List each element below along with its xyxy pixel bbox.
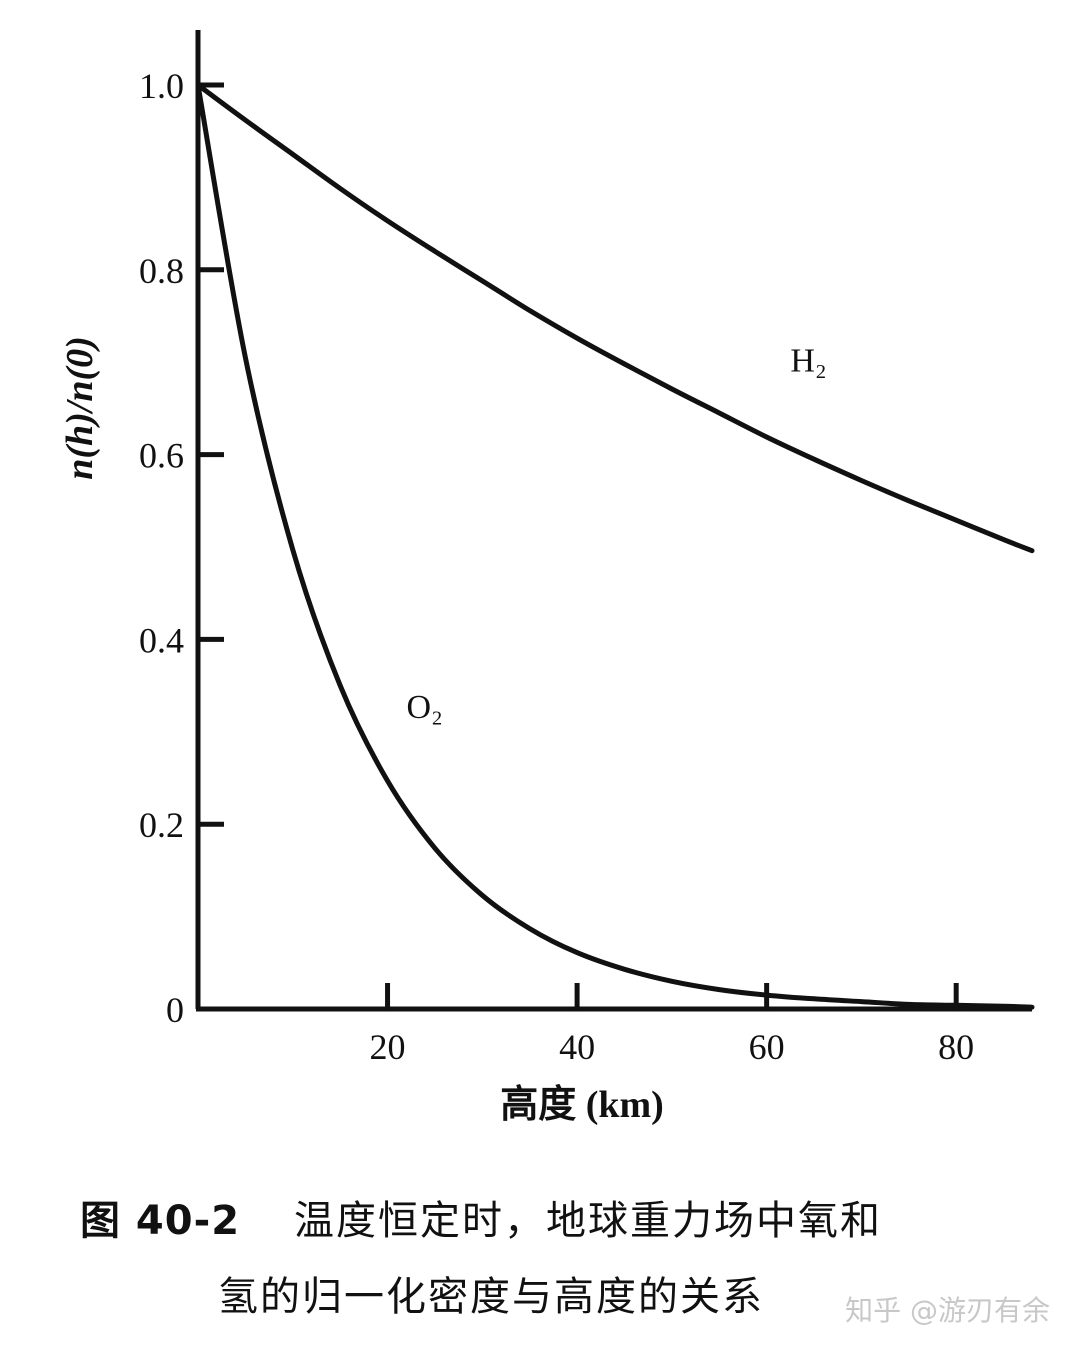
figure-caption-line2: 氢的归一化密度与高度的关系	[218, 1274, 764, 1320]
series-label-o2: O₂	[407, 689, 443, 726]
x-tick-label: 60	[749, 1027, 785, 1067]
ticks	[198, 82, 959, 1009]
x-tick-label: 20	[370, 1027, 406, 1067]
series-label-h2: H₂	[790, 342, 826, 379]
x-tick-label: 80	[938, 1027, 974, 1067]
y-tick-label: 0.6	[139, 436, 184, 476]
y-axis-title: n(h)/n(0)	[59, 336, 101, 480]
watermark: 知乎 @游刃有余	[845, 1294, 1050, 1327]
y-tick-label: 0.4	[139, 620, 184, 660]
y-tick-label: 1.0	[139, 66, 184, 106]
series-line-h2	[195, 82, 1035, 554]
axes	[195, 30, 1032, 1012]
x-axis-title: 高度 (km)	[500, 1084, 664, 1126]
x-tick-label: 40	[559, 1027, 595, 1067]
caption-text-1: 温度恒定时，地球重力场中氧和	[294, 1198, 883, 1244]
series-labels: H₂ O₂	[407, 342, 827, 726]
series-line-o2	[195, 82, 1035, 1010]
y-tick-label: 0.2	[139, 805, 184, 845]
tick-labels: 0 0.2 0.4 0.6 0.8 1.0 20 40 60 80	[139, 66, 974, 1067]
y-tick-label: 0	[166, 990, 184, 1030]
figure-caption-line1: 图 40-2 温度恒定时，地球重力场中氧和	[80, 1188, 882, 1246]
figure-number: 图 40-2	[80, 1198, 241, 1244]
y-tick-label: 0.8	[139, 251, 184, 291]
series	[195, 82, 1035, 1010]
